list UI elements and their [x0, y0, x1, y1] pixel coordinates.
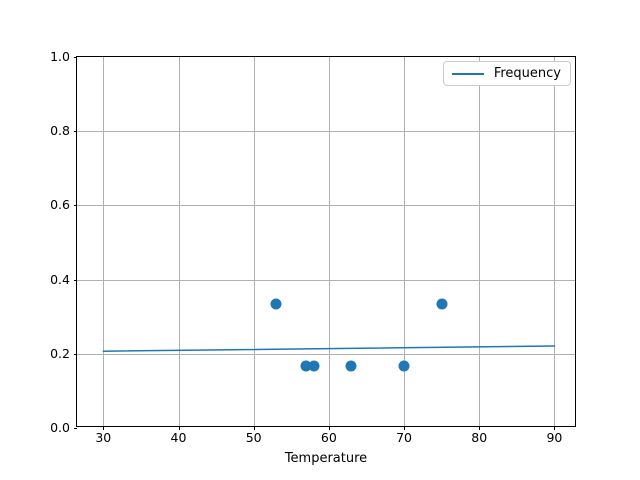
gridlines [77, 57, 575, 426]
y-tick-label: 0.6 [50, 197, 70, 213]
gridline-horizontal [77, 205, 575, 207]
y-tick-label: 0.0 [50, 419, 70, 435]
x-tick-label: 60 [320, 430, 337, 445]
data-layer [77, 57, 575, 426]
y-tick [73, 428, 77, 429]
scatter-point [345, 360, 357, 372]
x-tick-label: 50 [245, 430, 262, 445]
y-tick [73, 57, 77, 58]
gridline-vertical [554, 57, 556, 426]
gridline-horizontal [77, 131, 575, 133]
x-tick [479, 426, 481, 430]
y-tick-label: 0.2 [50, 345, 70, 361]
y-tick [73, 353, 77, 355]
scatter-point [270, 298, 282, 310]
scatter-point [398, 360, 410, 372]
gridline-vertical [479, 57, 481, 426]
frequency-trend-line [102, 345, 556, 352]
gridline-horizontal [77, 279, 575, 281]
x-tick [103, 426, 105, 430]
scatter-point [436, 298, 448, 310]
x-tick-label: 40 [170, 430, 187, 445]
chart-legend[interactable]: Frequency [442, 61, 571, 86]
gridline-vertical [404, 57, 406, 426]
scatter-point [308, 360, 320, 372]
x-tick-label: 30 [95, 430, 112, 445]
gridline-vertical [328, 57, 330, 426]
x-tick [328, 426, 330, 430]
gridline-vertical [253, 57, 255, 426]
gridline-vertical [103, 57, 105, 426]
x-tick-label: 70 [396, 430, 413, 445]
gridline-horizontal [77, 353, 575, 355]
y-tick [73, 279, 77, 281]
y-tick-label: 0.8 [50, 122, 70, 138]
x-tick [554, 426, 556, 430]
scatter-point [300, 360, 312, 372]
y-tick [73, 205, 77, 207]
y-tick-label: 0.4 [50, 271, 70, 287]
gridline-vertical [178, 57, 180, 426]
x-tick [178, 426, 180, 430]
x-tick [404, 426, 406, 430]
plot-axes: Frequency 30 40 50 60 70 80 90 0.0 0.2 0.4 0.6 0.8 1… [50, 50, 576, 444]
x-axis-label: Temperature [284, 451, 368, 466]
legend-line-swatch [451, 72, 484, 75]
x-tick [253, 426, 255, 430]
y-tick-label: 1.0 [50, 48, 70, 64]
y-tick [73, 131, 77, 133]
legend-label-frequency: Frequency [493, 66, 561, 81]
x-tick-label: 80 [471, 430, 488, 445]
x-tick-label: 90 [546, 430, 563, 445]
